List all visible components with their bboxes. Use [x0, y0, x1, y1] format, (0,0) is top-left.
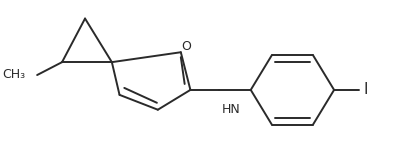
Text: O: O: [181, 40, 191, 53]
Text: I: I: [364, 82, 368, 97]
Text: HN: HN: [221, 103, 240, 116]
Text: CH₃: CH₃: [2, 68, 25, 81]
